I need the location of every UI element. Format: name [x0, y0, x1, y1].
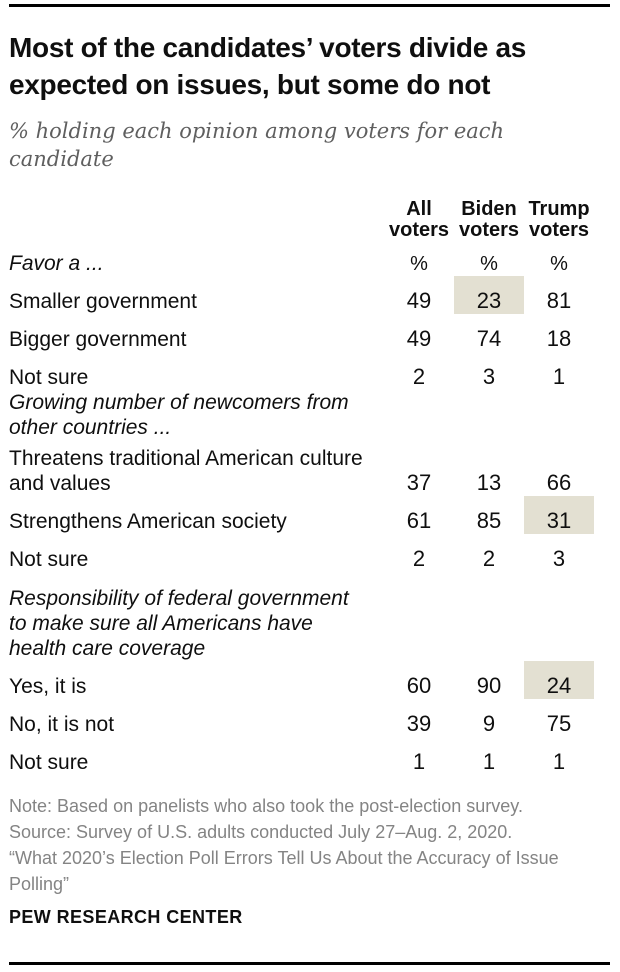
table-row-strengthens-society: Strengthens American society 61 85 31: [9, 496, 610, 534]
footnote-note: Note: Based on panelists who also took t…: [9, 796, 523, 816]
footnote-quote: “What 2020’s Election Poll Errors Tell U…: [9, 848, 559, 894]
value-cell: 2: [412, 364, 426, 389]
value-cell: 81: [546, 288, 572, 313]
column-header-biden-voters: Biden voters: [458, 198, 520, 241]
value-cell: 39: [406, 711, 432, 736]
table-row-smaller-government: Smaller government 49 23 81: [9, 276, 610, 314]
column-header-row: All voters Biden voters Trump voters: [9, 189, 610, 242]
value-cell: 2: [482, 546, 496, 571]
row-label: Strengthens American society: [9, 510, 287, 533]
value-cell: 61: [406, 508, 432, 533]
value-cell: 9: [482, 711, 496, 736]
page-subtitle: % holding each opinion among voters for …: [9, 119, 505, 171]
section-heading-favor: Favor a ...: [9, 252, 104, 275]
section-heading-newcomers: Growing number of newcomers from other c…: [9, 391, 349, 439]
value-cell: 49: [406, 288, 432, 313]
unit-cell: %: [550, 253, 568, 275]
column-header-spacer-right: [594, 189, 610, 242]
value-cell: 74: [476, 326, 502, 351]
value-cell: 1: [552, 749, 566, 774]
column-header-all-voters: All voters: [388, 198, 450, 241]
value-cell: 3: [482, 364, 496, 389]
value-cell: 60: [406, 673, 432, 698]
value-cell: 18: [546, 326, 572, 351]
value-cell: 23: [454, 276, 524, 314]
value-cell: 1: [552, 364, 566, 389]
table-row-not-sure-2: Not sure 2 2 3: [9, 534, 610, 572]
row-label: Smaller government: [9, 290, 197, 313]
row-label: Not sure: [9, 751, 89, 774]
value-cell: 85: [476, 508, 502, 533]
value-cell: 3: [552, 546, 566, 571]
row-label: Threatens traditional American culture a…: [9, 447, 363, 495]
section-heading-row: Favor a ... % % %: [9, 242, 610, 276]
table-row-not-sure-1: Not sure 2 3 1: [9, 352, 610, 390]
opinion-table: All voters Biden voters Trump voters Fav…: [9, 189, 610, 775]
value-cell: 31: [524, 496, 594, 534]
value-cell: 90: [476, 673, 502, 698]
section-heading-row: Responsibility of federal government to …: [9, 572, 610, 661]
bottom-rule: [9, 962, 610, 965]
value-cell: 2: [412, 546, 426, 571]
row-label: Not sure: [9, 548, 89, 571]
value-cell: 37: [406, 470, 432, 495]
table-row-no-it-is-not: No, it is not 39 9 75: [9, 699, 610, 737]
top-rule: [9, 4, 610, 7]
value-cell: 49: [406, 326, 432, 351]
footnote-source: Source: Survey of U.S. adults conducted …: [9, 822, 513, 842]
row-label: Yes, it is: [9, 675, 87, 698]
column-header-trump-voters: Trump voters: [528, 198, 590, 241]
page-title: Most of the candidates’ voters divide as…: [9, 32, 527, 100]
value-cell: 1: [412, 749, 426, 774]
section-heading-healthcare: Responsibility of federal government to …: [9, 587, 349, 660]
footnote-block: Note: Based on panelists who also took t…: [9, 793, 594, 897]
value-cell: 13: [476, 470, 502, 495]
row-label: Bigger government: [9, 328, 187, 351]
section-heading-row: Growing number of newcomers from other c…: [9, 390, 610, 440]
value-cell: 66: [546, 470, 572, 495]
value-cell: 24: [524, 661, 594, 699]
table-row-not-sure-3: Not sure 1 1 1: [9, 737, 610, 775]
table-row-bigger-government: Bigger government 49 74 18: [9, 314, 610, 352]
column-header-spacer: [9, 189, 384, 242]
pew-research-center-wordmark: PEW RESEARCH CENTER: [9, 907, 243, 927]
table-row-threatens-culture: Threatens traditional American culture a…: [9, 440, 610, 496]
table-row-yes-it-is: Yes, it is 60 90 24: [9, 661, 610, 699]
value-cell: 75: [546, 711, 572, 736]
unit-cell: %: [480, 253, 498, 275]
row-label: No, it is not: [9, 713, 115, 736]
row-label: Not sure: [9, 366, 89, 389]
value-cell: 1: [482, 749, 496, 774]
unit-cell: %: [410, 253, 428, 275]
